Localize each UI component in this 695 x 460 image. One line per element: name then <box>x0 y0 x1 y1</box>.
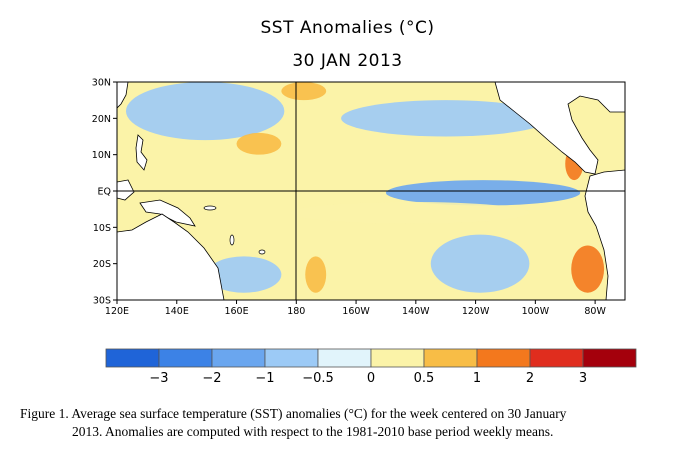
colorbar-label: −3 <box>149 371 168 386</box>
x-tick-label: 180 <box>287 306 305 317</box>
x-tick-label: 120E <box>105 306 129 317</box>
anomaly-region <box>125 82 285 141</box>
anomaly-region <box>290 201 530 224</box>
chart-title: SST Anomalies (°C) <box>260 18 435 38</box>
x-tick-label: 120W <box>462 306 490 317</box>
colorbar-label: −0.5 <box>302 371 334 386</box>
x-tick-label: 160E <box>224 306 248 317</box>
colorbar: −3 −2 −1 −0.5 0 0.5 1 2 3 <box>105 348 637 386</box>
land-north-america <box>494 82 625 175</box>
land-vanuatu <box>229 234 235 246</box>
caption-line-2: 2013. Anomalies are computed with respec… <box>72 424 554 439</box>
colorbar-swatch <box>423 348 478 368</box>
land-solomon-islands <box>203 205 217 211</box>
x-tick-label: 80W <box>584 306 606 317</box>
x-tick-label: 140E <box>165 306 189 317</box>
colorbar-label: 0 <box>367 371 375 386</box>
colorbar-label: −1 <box>255 371 274 386</box>
colorbar-label: 0.5 <box>414 371 435 386</box>
land-australia <box>117 213 225 300</box>
anomaly-region <box>281 82 327 101</box>
colorbar-swatch <box>317 348 372 368</box>
land-south-america <box>584 169 625 300</box>
land-borneo <box>117 179 135 201</box>
colorbar-swatch <box>476 348 531 368</box>
land-fiji <box>258 249 266 255</box>
anomaly-region <box>571 245 605 293</box>
anomaly-region <box>305 256 327 293</box>
x-tick-label: 160W <box>342 306 370 317</box>
y-tick-label: EQ <box>98 187 111 198</box>
figure-caption: Figure 1. Average sea surface temperatur… <box>20 405 690 441</box>
y-tick-label: 30S <box>93 296 111 307</box>
colorbar-swatch <box>582 348 637 368</box>
x-tick-label: 140W <box>402 306 430 317</box>
colorbar-label: 1 <box>473 371 481 386</box>
caption-line-1: Figure 1. Average sea surface temperatur… <box>20 406 567 421</box>
y-tick-label: 10S <box>93 223 111 234</box>
colorbar-swatch <box>158 348 213 368</box>
x-tick-label: 100W <box>522 306 550 317</box>
anomaly-region <box>430 234 530 293</box>
land-new-guinea <box>139 199 196 227</box>
anomaly-region <box>341 100 551 137</box>
y-tick-label: 30N <box>92 78 111 89</box>
chart-subtitle: 30 JAN 2013 <box>292 51 403 71</box>
colorbar-swatch <box>211 348 266 368</box>
sst-anomaly-map: 120E 140E 160E 180 160W 140W 120W 100W 80W 30N20… <box>92 78 637 386</box>
colorbar-swatch <box>105 348 160 368</box>
plot-area: 120E 140E 160E 180 160W 140W 120W 100W 80W 30N 20… <box>92 78 626 317</box>
colorbar-label: 3 <box>579 371 587 386</box>
land-asia <box>117 82 129 109</box>
colorbar-swatch <box>529 348 584 368</box>
anomaly-region <box>385 180 581 206</box>
land-philippines <box>135 134 148 171</box>
y-tick-label: 20S <box>93 259 111 270</box>
anomaly-region <box>206 256 282 293</box>
colorbar-label: −2 <box>202 371 221 386</box>
y-tick-label: 10N <box>92 150 111 161</box>
anomaly-region <box>236 132 282 155</box>
colorbar-swatch <box>264 348 319 368</box>
colorbar-label: 2 <box>526 371 534 386</box>
colorbar-swatch <box>370 348 425 368</box>
y-tick-label: 20N <box>92 114 111 125</box>
